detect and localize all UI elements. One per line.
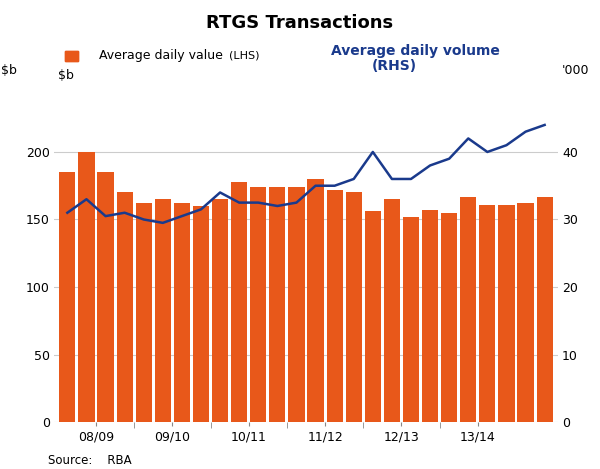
Bar bbox=[384, 199, 400, 422]
Bar bbox=[307, 179, 323, 422]
Text: (LHS): (LHS) bbox=[229, 51, 259, 61]
Bar bbox=[289, 187, 305, 422]
Text: RTGS Transactions: RTGS Transactions bbox=[206, 14, 394, 32]
Bar bbox=[155, 199, 171, 422]
Bar bbox=[174, 203, 190, 422]
Bar bbox=[326, 190, 343, 422]
Text: $b: $b bbox=[58, 69, 74, 82]
Bar bbox=[479, 204, 496, 422]
Text: '000: '000 bbox=[562, 64, 590, 77]
Bar bbox=[422, 210, 438, 422]
Bar bbox=[460, 197, 476, 422]
Legend:  bbox=[65, 50, 83, 63]
Bar bbox=[79, 152, 95, 422]
Bar bbox=[97, 172, 113, 422]
Bar bbox=[499, 204, 515, 422]
Bar bbox=[212, 199, 228, 422]
Bar bbox=[269, 187, 286, 422]
Bar bbox=[231, 182, 247, 422]
Text: $b: $b bbox=[1, 64, 17, 77]
Text: Source:    RBA: Source: RBA bbox=[48, 454, 131, 467]
Bar bbox=[250, 187, 266, 422]
Bar bbox=[116, 192, 133, 422]
Text: Average daily volume: Average daily volume bbox=[331, 44, 500, 58]
Bar bbox=[536, 197, 553, 422]
Bar bbox=[517, 203, 533, 422]
Text: Average daily value: Average daily value bbox=[100, 49, 223, 62]
Bar bbox=[136, 203, 152, 422]
Bar bbox=[346, 192, 362, 422]
Bar bbox=[403, 217, 419, 422]
Bar bbox=[59, 172, 76, 422]
Bar bbox=[193, 206, 209, 422]
Text: (RHS): (RHS) bbox=[371, 59, 416, 73]
Bar bbox=[365, 212, 381, 422]
Bar bbox=[441, 213, 457, 422]
